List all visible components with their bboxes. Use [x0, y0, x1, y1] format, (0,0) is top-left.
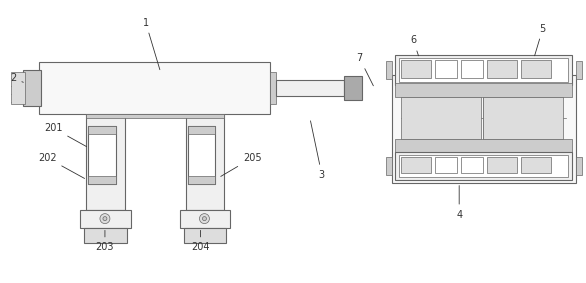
Bar	[396, 152, 571, 180]
Circle shape	[103, 216, 107, 221]
Bar	[396, 139, 571, 153]
Bar	[86, 114, 224, 118]
Bar	[386, 61, 391, 79]
Bar	[400, 155, 568, 177]
Bar	[344, 76, 362, 100]
Bar	[461, 157, 483, 173]
Bar	[186, 114, 224, 210]
Text: 1: 1	[142, 18, 160, 70]
Text: 204: 204	[191, 230, 210, 252]
Bar	[435, 157, 457, 173]
Text: 7: 7	[356, 53, 373, 86]
Bar	[276, 80, 344, 96]
Bar	[11, 72, 25, 104]
Bar	[188, 126, 216, 184]
Bar	[88, 126, 116, 184]
Bar	[179, 210, 230, 228]
Bar	[396, 55, 571, 85]
Bar	[80, 210, 131, 228]
Bar	[88, 126, 116, 134]
Bar	[521, 60, 551, 78]
Bar	[461, 60, 483, 78]
Bar	[400, 58, 568, 82]
Bar	[88, 176, 116, 184]
Text: 4: 4	[456, 186, 462, 220]
Bar	[521, 157, 551, 173]
Text: 202: 202	[38, 153, 84, 179]
Bar	[487, 157, 517, 173]
Bar	[188, 126, 216, 134]
Bar	[39, 62, 270, 114]
Circle shape	[202, 216, 206, 221]
Bar	[401, 60, 431, 78]
Bar	[401, 97, 481, 139]
Bar	[435, 60, 457, 78]
Bar	[23, 70, 41, 106]
Text: 2: 2	[10, 73, 23, 83]
Bar	[575, 61, 581, 79]
Bar	[396, 83, 571, 97]
Bar	[391, 75, 575, 183]
Text: 205: 205	[221, 153, 261, 176]
Text: 5: 5	[534, 23, 546, 56]
Bar	[86, 114, 125, 210]
Circle shape	[199, 214, 209, 224]
Text: 203: 203	[96, 230, 114, 252]
Circle shape	[100, 214, 110, 224]
Bar	[487, 60, 517, 78]
Text: 6: 6	[410, 35, 418, 56]
Text: 201: 201	[44, 123, 87, 147]
Bar	[401, 157, 431, 173]
Bar	[183, 228, 226, 243]
Text: 3: 3	[311, 121, 325, 180]
Bar	[84, 228, 127, 243]
Bar	[575, 157, 581, 175]
Bar	[483, 97, 563, 139]
Bar	[270, 72, 276, 104]
Bar	[188, 176, 216, 184]
Bar	[386, 157, 391, 175]
